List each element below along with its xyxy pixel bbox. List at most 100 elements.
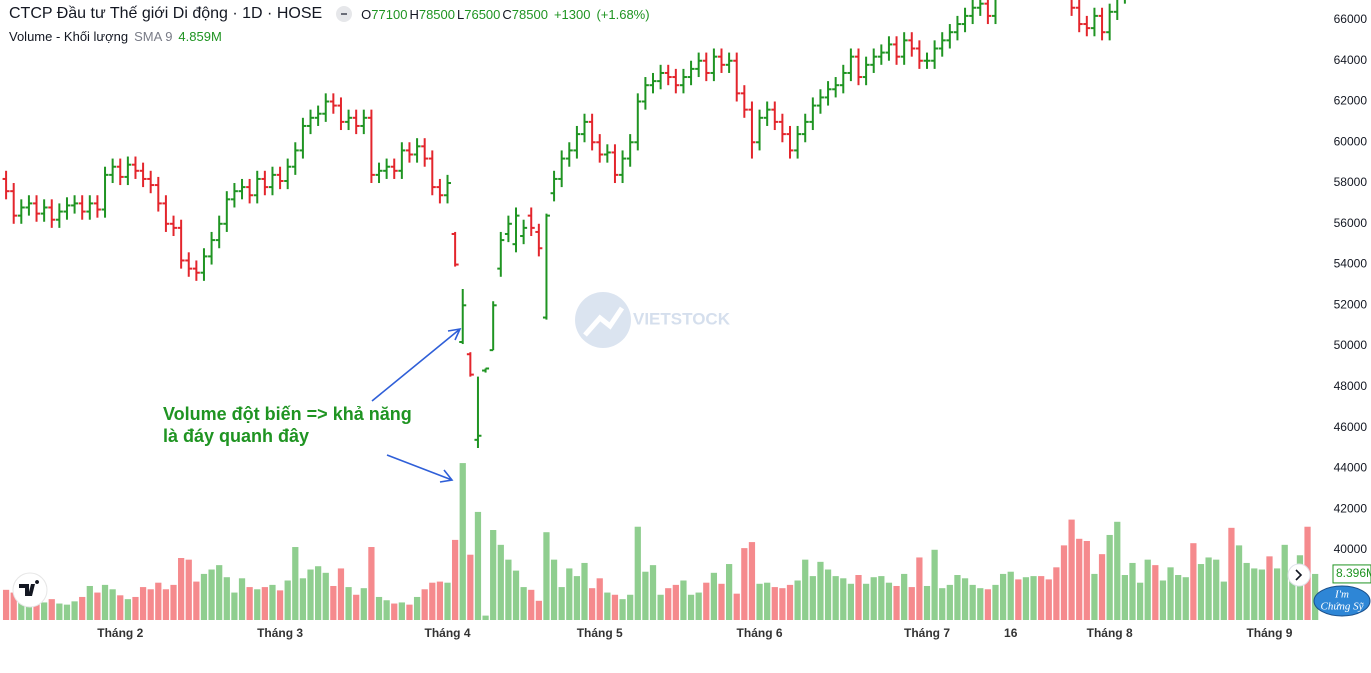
volume-bar bbox=[535, 600, 542, 620]
volume-bar bbox=[1129, 562, 1136, 620]
volume-bar bbox=[436, 581, 444, 620]
x-tick-label: Tháng 5 bbox=[577, 626, 623, 640]
volume-bar bbox=[132, 596, 139, 620]
volume-bar bbox=[794, 580, 801, 620]
volume-bar bbox=[398, 602, 405, 620]
scroll-button[interactable] bbox=[1287, 563, 1311, 587]
x-tick-label: Tháng 3 bbox=[257, 626, 303, 640]
volume-bar bbox=[1159, 580, 1167, 620]
volume-bar bbox=[1121, 575, 1129, 620]
volume-bar bbox=[725, 564, 733, 620]
y-tick-label: 66000 bbox=[1334, 12, 1368, 26]
volume-bar bbox=[786, 584, 794, 620]
volume-bar bbox=[200, 573, 208, 620]
axes: 40000 42000 44000 46000 48000 50000 52000 54000… bbox=[97, 12, 1371, 640]
y-tick-label: 48000 bbox=[1334, 379, 1368, 393]
volume-bar bbox=[885, 582, 893, 620]
volume-bar bbox=[63, 604, 71, 620]
volume-bar bbox=[862, 583, 870, 620]
volume-bar bbox=[642, 571, 649, 620]
volume-bar bbox=[1091, 573, 1098, 620]
volume-bar bbox=[421, 589, 428, 620]
volume-bar bbox=[992, 584, 999, 620]
volume-bar bbox=[939, 588, 946, 620]
volume-bar bbox=[216, 565, 223, 620]
volume-bar bbox=[1098, 554, 1106, 620]
volume-bar bbox=[923, 585, 931, 620]
volume-bar bbox=[276, 590, 284, 620]
volume-bar bbox=[360, 588, 367, 620]
volume-bar bbox=[649, 565, 657, 620]
volume-bar bbox=[550, 559, 558, 620]
volume-bar bbox=[33, 598, 40, 620]
volume-bar bbox=[512, 570, 520, 620]
volume-bar bbox=[101, 584, 109, 620]
volume-bar bbox=[756, 583, 763, 620]
volume-bar bbox=[86, 585, 93, 620]
volume-bar bbox=[56, 603, 63, 620]
volume-bar bbox=[292, 547, 299, 620]
volume-bar bbox=[246, 587, 253, 620]
volume-bar bbox=[840, 578, 847, 620]
volume-bar bbox=[459, 463, 466, 620]
volume-bar bbox=[452, 539, 459, 620]
volume-bar bbox=[315, 566, 322, 620]
volume-bar bbox=[870, 577, 877, 620]
volume-bar bbox=[1022, 577, 1030, 620]
volume-axis-label-bg bbox=[1332, 564, 1371, 584]
x-tick-label: Tháng 6 bbox=[737, 626, 783, 640]
volume-bar bbox=[139, 587, 147, 620]
legend-row: CTCP Đầu tư Thế giới Di động · 1D · HOSE… bbox=[9, 3, 652, 25]
volume-bar bbox=[611, 594, 619, 620]
toggle-button[interactable] bbox=[336, 6, 353, 22]
badge-text: I'm bbox=[1334, 589, 1349, 601]
volume-bar bbox=[627, 594, 634, 620]
volume-bar bbox=[1175, 575, 1182, 620]
volume-bar bbox=[345, 587, 352, 620]
volume-bar bbox=[284, 580, 291, 620]
legend: CTCP Đầu tư Thế giới Di động · 1D · HOSE… bbox=[9, 3, 652, 47]
x-tick-label: Tháng 9 bbox=[1246, 626, 1292, 640]
volume-bar bbox=[695, 592, 702, 620]
volume-bar bbox=[779, 588, 786, 620]
volume-bar bbox=[1235, 545, 1243, 620]
volume-bar bbox=[1228, 527, 1235, 620]
volume-bar bbox=[307, 569, 314, 620]
volume-bar bbox=[18, 596, 25, 620]
volume-bar bbox=[238, 578, 246, 620]
volume-bar bbox=[490, 530, 497, 620]
volume-bar bbox=[817, 561, 824, 620]
volume-bar bbox=[520, 587, 527, 620]
x-tick-label: Tháng 4 bbox=[425, 626, 471, 640]
volume-bar bbox=[528, 589, 535, 620]
legend-prefix: L bbox=[457, 6, 465, 22]
volume-bar bbox=[596, 578, 603, 620]
volume-bar bbox=[1076, 538, 1083, 620]
y-tick-label: 64000 bbox=[1334, 53, 1368, 67]
volume-bar bbox=[41, 602, 48, 620]
volume-bar bbox=[1053, 567, 1060, 620]
volume-bar bbox=[847, 583, 855, 620]
y-tick-label: 46000 bbox=[1334, 420, 1368, 434]
volume-bar bbox=[467, 554, 474, 620]
volume-bar bbox=[984, 589, 992, 620]
volume-bar bbox=[1251, 568, 1258, 620]
volume-bar bbox=[444, 582, 451, 620]
volume-bar bbox=[299, 578, 307, 620]
volume-bar bbox=[954, 575, 961, 620]
volume-bar bbox=[581, 562, 588, 620]
volume-bar bbox=[1289, 578, 1296, 620]
volume-bar bbox=[665, 588, 672, 620]
volume-name: Volume - Khối lượng bbox=[9, 28, 129, 44]
volume-bar bbox=[908, 587, 915, 620]
volume-bar bbox=[178, 558, 185, 620]
legend-prefix: H bbox=[409, 6, 419, 22]
volume-bar bbox=[1068, 519, 1075, 620]
y-tick-label: 58000 bbox=[1334, 175, 1368, 189]
volume-bar bbox=[802, 559, 809, 620]
legend-prefix: C bbox=[502, 6, 512, 22]
volume-bar bbox=[558, 587, 565, 620]
volume-bar bbox=[10, 592, 17, 620]
